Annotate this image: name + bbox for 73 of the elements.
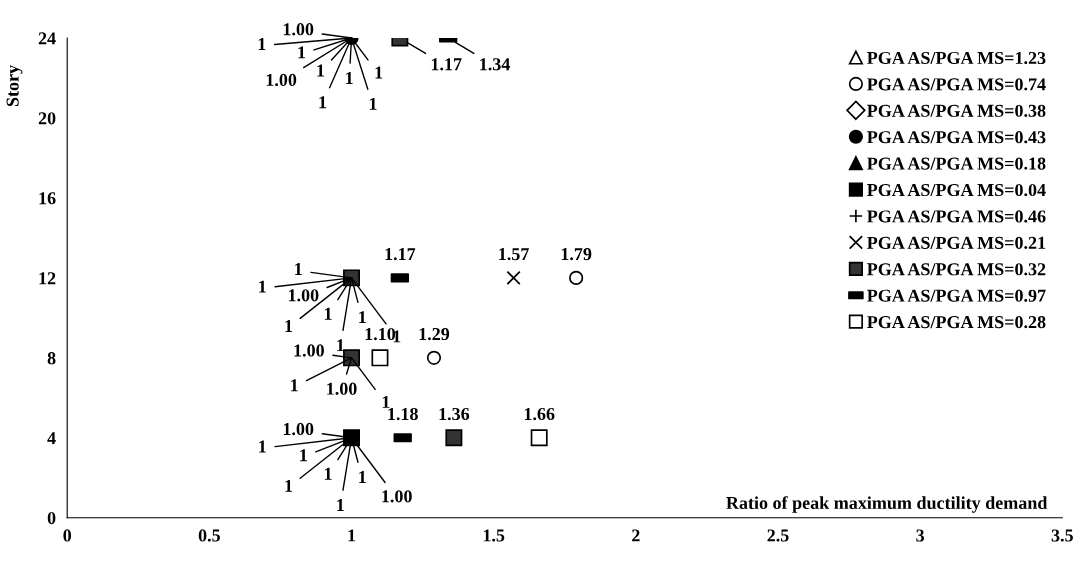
annotation: 1.00	[294, 344, 324, 357]
annotation: 1	[291, 379, 298, 392]
annotation: 1.17	[431, 58, 462, 71]
y-tick-label: 24	[38, 32, 56, 45]
legend-label: PGA AS/PGA MS=0.21	[867, 236, 1046, 250]
y-tick-label: 4	[47, 432, 56, 445]
point	[569, 270, 584, 285]
annotation: 1	[337, 339, 344, 352]
annotation: 1.36	[439, 407, 470, 421]
annotation: 1	[285, 479, 293, 492]
x-tick-label: 0	[63, 529, 72, 542]
y-tick-label: 8	[47, 352, 56, 365]
point	[371, 349, 389, 367]
x-tick-label: 3	[916, 529, 925, 542]
x-tick-label: 1.5	[483, 529, 505, 542]
annotation: 1	[346, 72, 353, 84]
annotation: 1.00	[382, 490, 412, 503]
annotation: 1.57	[499, 248, 529, 261]
annotation: 1	[317, 64, 325, 77]
annotation: 1.00	[266, 73, 297, 87]
legend-label: PGA AS/PGA MS=0.43	[867, 131, 1046, 144]
legend-label: PGA AS/PGA MS=0.97	[867, 289, 1046, 302]
annotation: 1.66	[524, 407, 555, 421]
y-tick-label: 20	[38, 112, 56, 125]
point	[445, 429, 463, 447]
annotation: 1.00	[283, 422, 314, 436]
annotation: 1	[298, 46, 306, 59]
annotation: 1.34	[480, 58, 511, 71]
x-tick-label: 1	[348, 529, 356, 542]
annotation: 1	[259, 280, 266, 293]
y-axis-title: Story	[6, 65, 23, 107]
annotation: 1	[359, 311, 366, 324]
x-tick-label: 2.5	[767, 529, 789, 542]
y-tick-label: 0	[47, 511, 56, 525]
y-tick-label: 12	[39, 272, 56, 285]
annotation: 1	[324, 307, 332, 320]
annotation: 1	[375, 66, 383, 79]
x-tick-label: 0.5	[198, 529, 220, 542]
x-tick-label: 3.5	[1051, 529, 1073, 542]
annotation: 1	[319, 96, 327, 109]
annotation: 1.00	[288, 289, 319, 302]
annotation: 1	[258, 38, 266, 50]
annotation: 1	[369, 97, 377, 110]
annotation: 1.00	[283, 23, 314, 36]
annotation: 1.17	[385, 248, 416, 261]
x-tick-label: 2	[632, 529, 640, 542]
y-tick-label: 16	[39, 192, 56, 205]
x-axis-title: Ratio of peak maximum ductility demand	[726, 496, 1048, 513]
point	[506, 270, 521, 285]
annotation: 1	[285, 320, 293, 332]
annotation: 1.10	[365, 327, 396, 341]
annotation: 1	[382, 395, 390, 408]
annotation: 1	[337, 499, 344, 512]
annotation: 1.18	[388, 407, 418, 421]
annotation: 1	[300, 449, 307, 462]
annotation: 1	[359, 471, 366, 483]
legend-label: PGA AS/PGA MS=0.38	[867, 104, 1046, 117]
legend-label: PGA AS/PGA MS=0.28	[867, 315, 1046, 329]
legend-label: PGA AS/PGA MS=1.23	[867, 51, 1046, 65]
annotation: 1.00	[327, 382, 357, 395]
annotation: 1.79	[561, 248, 592, 261]
legend-label: PGA AS/PGA MS=0.04	[867, 183, 1046, 197]
annotation: 1.29	[419, 327, 450, 341]
legend-label: PGA AS/PGA MS=0.46	[867, 210, 1046, 223]
annotation: 1	[324, 467, 332, 480]
annotation: 1	[393, 330, 401, 343]
annotation: 1	[259, 440, 266, 453]
legend-label: PGA AS/PGA MS=0.74	[867, 78, 1046, 91]
legend-label: PGA AS/PGA MS=0.32	[867, 263, 1046, 276]
legend-label: PGA AS/PGA MS=0.18	[867, 157, 1046, 170]
annotation: 1	[295, 263, 302, 275]
point	[426, 350, 442, 365]
point	[530, 429, 548, 447]
